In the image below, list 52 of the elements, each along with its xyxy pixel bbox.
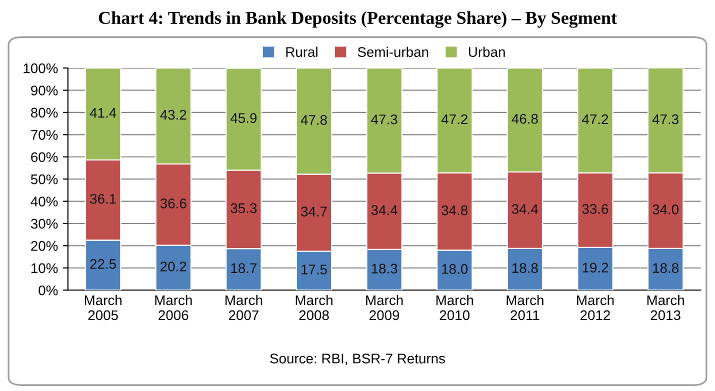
x-tick-label: March 2012	[577, 294, 614, 320]
data-label: 18.3	[372, 264, 398, 274]
y-tick-label: 70%	[31, 130, 58, 140]
data-label: 34.7	[301, 206, 327, 216]
y-tick-label: 0%	[38, 285, 58, 296]
data-label: 17.5	[302, 264, 327, 274]
data-label: 34.4	[512, 204, 538, 214]
y-tick-label: 10%	[31, 263, 58, 274]
x-tick-label: March 2013	[647, 294, 684, 320]
data-label: 47.3	[371, 114, 398, 124]
data-label: 18.8	[512, 263, 538, 273]
x-tick-label: March 2009	[366, 294, 403, 320]
x-tick-label: March 2007	[226, 294, 262, 320]
legend-label: Urban	[468, 46, 505, 57]
x-tick-label: March 2011	[506, 294, 544, 320]
source-note: Source: RBI, BSR-7 Returns	[270, 354, 445, 366]
y-tick-label: 80%	[31, 108, 58, 118]
data-label: 34.4	[371, 205, 398, 216]
data-label: 41.4	[90, 108, 116, 118]
data-label: 18.7	[231, 263, 257, 274]
data-label: 47.3	[652, 114, 678, 124]
y-tick-label: 60%	[31, 152, 58, 162]
data-label: 36.1	[90, 194, 116, 204]
data-label: 19.2	[582, 262, 608, 273]
data-label: 47.8	[300, 115, 327, 125]
data-label: 18.0	[442, 264, 468, 274]
x-tick-label: March 2010	[436, 294, 474, 320]
data-label: 47.2	[582, 114, 608, 124]
x-tick-label: March 2008	[296, 294, 332, 320]
data-label: 22.5	[90, 259, 116, 269]
data-label: 18.8	[653, 263, 678, 273]
data-label: 36.6	[160, 198, 186, 208]
data-label: 47.2	[441, 114, 468, 124]
y-tick-label: 90%	[31, 86, 58, 96]
data-label: 34.8	[442, 205, 468, 216]
chart-title: Chart 4: Trends in Bank Deposits (Percentage Share) – By Segment	[98, 11, 617, 28]
y-tick-label: 50%	[30, 174, 58, 184]
legend-label: Rural	[286, 46, 318, 57]
x-tick-label: March 2005	[84, 294, 122, 320]
y-tick-label: 40%	[30, 196, 58, 206]
data-label: 33.6	[582, 204, 608, 214]
y-tick-label: 20%	[31, 241, 58, 251]
x-tick-label: March 2006	[155, 294, 192, 320]
data-label: 43.2	[160, 110, 186, 120]
legend-label: Semi-urban	[358, 46, 428, 57]
data-label: 35.3	[230, 203, 257, 214]
data-label: 45.9	[230, 113, 257, 123]
y-tick-label: 100%	[24, 63, 58, 74]
y-tick-label: 30%	[30, 218, 58, 229]
data-label: 46.8	[512, 114, 538, 124]
data-label: 34.0	[652, 204, 679, 214]
data-label: 20.2	[160, 262, 186, 272]
